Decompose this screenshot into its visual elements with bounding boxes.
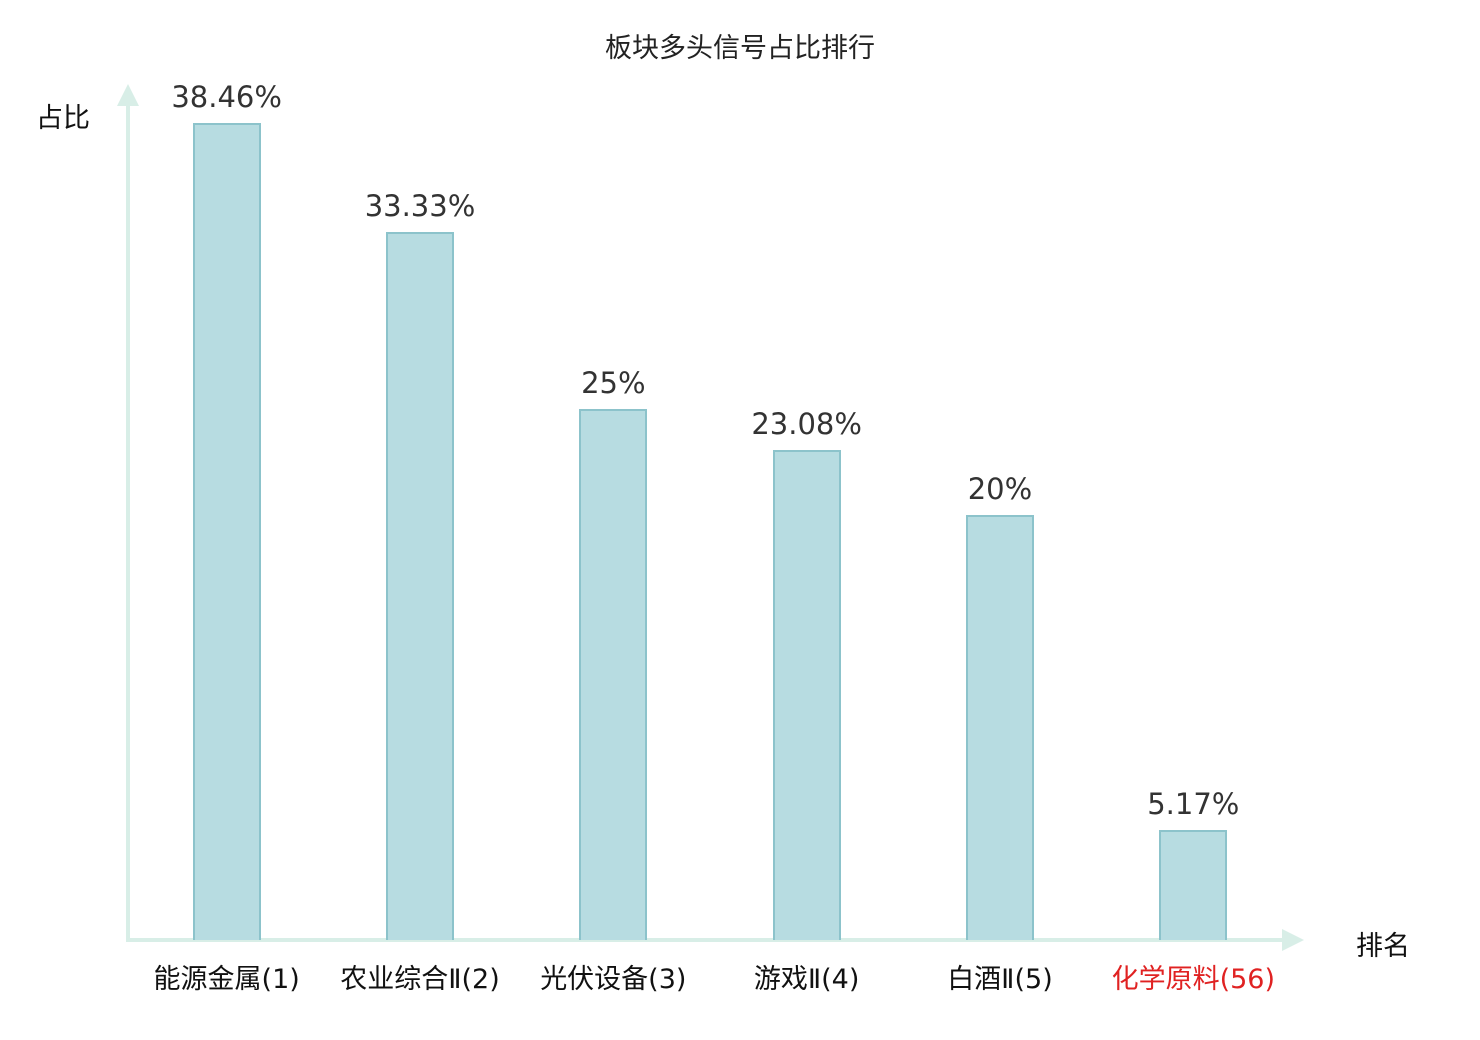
- x-axis-line: [126, 938, 1284, 942]
- bar-category-label: 农业综合Ⅱ(2): [340, 964, 500, 995]
- bar-group: 5.17% 化学原料(56): [1097, 90, 1290, 995]
- bar: [192, 122, 261, 940]
- bar-category-label: 光伏设备(3): [540, 964, 687, 995]
- bars-container: 38.46% 能源金属(1) 33.33% 农业综合Ⅱ(2) 25% 光伏设备(3) 23.…: [130, 80, 1290, 995]
- bar-category-label: 白酒Ⅱ(5): [947, 964, 1053, 995]
- bar: [1159, 830, 1228, 940]
- bar-value-label: 38.46%: [171, 79, 282, 114]
- bar-category-label: 游戏Ⅱ(4): [753, 964, 860, 995]
- bar-category-label: 能源金属(1): [153, 964, 300, 995]
- bar-value-label: 5.17%: [1147, 787, 1240, 822]
- y-axis-label: 占比: [36, 103, 90, 134]
- bar-group: 33.33% 农业综合Ⅱ(2): [323, 90, 516, 995]
- chart-title: 板块多头信号占比排行: [605, 33, 875, 64]
- y-axis-arrow-icon: [117, 84, 139, 106]
- bar: [579, 408, 648, 940]
- x-axis-arrow-icon: [1282, 929, 1304, 951]
- x-axis-label: 排名: [1356, 931, 1410, 962]
- y-axis-line: [126, 102, 130, 942]
- bar-group: 20% 白酒Ⅱ(5): [903, 90, 1096, 995]
- bar-value-label: 25%: [581, 365, 646, 400]
- bar: [385, 231, 454, 940]
- bar-group: 38.46% 能源金属(1): [130, 80, 323, 995]
- bar: [772, 449, 841, 940]
- bar-value-label: 20%: [967, 472, 1033, 506]
- bar-group: 25% 光伏设备(3): [517, 90, 710, 995]
- bar-group: 23.08% 游戏Ⅱ(4): [710, 90, 903, 995]
- bar-value-label: 23.08%: [751, 406, 862, 441]
- bar-category-label: 化学原料(56): [1111, 964, 1276, 995]
- bar: [965, 515, 1034, 940]
- bar-value-label: 33.33%: [364, 188, 476, 223]
